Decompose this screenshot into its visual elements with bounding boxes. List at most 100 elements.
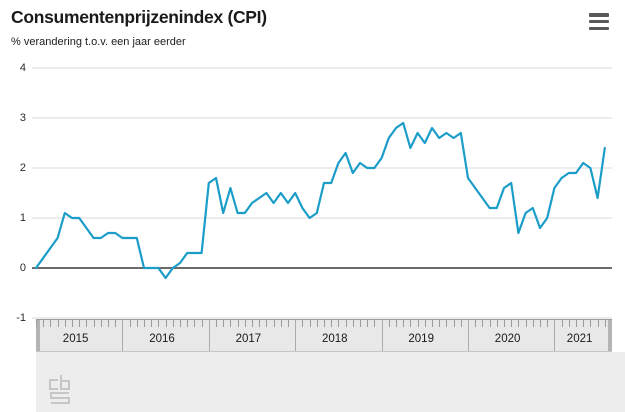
month-tick	[50, 320, 52, 327]
month-tick	[273, 320, 275, 327]
month-tick	[432, 320, 433, 327]
month-tick	[367, 320, 369, 327]
footer-panel	[36, 352, 625, 412]
month-tick	[115, 320, 117, 327]
month-tick	[345, 320, 347, 327]
month-tick	[424, 320, 426, 327]
slider-handle-right[interactable]	[608, 320, 612, 351]
y-axis-tick-label: 0	[19, 262, 26, 274]
time-range-slider[interactable]: 2015 2016 2017 2018 2019 2020 2021	[36, 319, 612, 352]
month-tick	[540, 320, 541, 327]
y-axis-tick-label: 2	[19, 162, 26, 174]
chart-title: Consumentenprijzenindex (CPI)	[11, 7, 267, 27]
month-tick	[374, 320, 376, 327]
x-axis-year-label: 2020	[494, 333, 521, 345]
month-tick	[489, 320, 491, 327]
x-axis-year-label: 2015	[62, 333, 89, 345]
month-tick	[439, 320, 441, 327]
month-tick	[252, 320, 253, 327]
month-tick	[223, 320, 225, 327]
month-tick	[482, 320, 484, 327]
month-tick	[324, 320, 325, 327]
month-tick	[64, 320, 66, 327]
x-axis-year-label: 2017	[235, 333, 262, 345]
x-axis-year-label: 2018	[322, 333, 348, 345]
month-tick	[583, 320, 585, 327]
month-tick	[460, 320, 462, 327]
month-tick	[187, 320, 189, 327]
month-tick	[201, 320, 203, 327]
month-tick	[180, 320, 181, 327]
month-tick	[331, 320, 333, 327]
month-tick	[316, 320, 318, 327]
x-axis-year-label: 2021	[566, 333, 593, 345]
month-tick	[590, 320, 592, 327]
year-separator	[295, 320, 297, 351]
x-axis-year-label: 2019	[408, 333, 434, 345]
month-tick	[417, 320, 419, 327]
month-tick	[144, 320, 145, 327]
chart-menu-button[interactable]	[589, 13, 609, 31]
month-tick	[72, 320, 73, 327]
month-tick	[36, 320, 37, 327]
month-tick	[453, 320, 455, 327]
month-tick	[576, 320, 577, 327]
year-separator	[381, 320, 383, 351]
month-tick	[151, 320, 153, 327]
chart-subtitle: % verandering t.o.v. een jaar eerder	[11, 36, 186, 48]
month-tick	[547, 320, 549, 327]
year-separator	[554, 320, 556, 351]
y-axis-tick-label: 1	[19, 212, 26, 224]
month-tick	[280, 320, 282, 327]
month-tick	[194, 320, 196, 327]
y-axis-tick-label: 3	[19, 112, 26, 124]
month-tick	[230, 320, 232, 327]
month-tick	[108, 320, 109, 327]
slider-handle-left[interactable]	[36, 320, 40, 351]
month-tick	[100, 320, 102, 327]
month-tick	[129, 320, 131, 327]
month-tick	[475, 320, 477, 327]
month-tick	[352, 320, 354, 327]
month-tick	[396, 320, 397, 327]
x-axis-year-label: 2016	[149, 333, 175, 345]
month-tick	[79, 320, 81, 327]
month-tick	[93, 320, 95, 327]
cpi-line-series	[34, 121, 606, 280]
month-tick	[237, 320, 239, 327]
month-tick	[216, 320, 217, 327]
month-tick	[172, 320, 174, 327]
month-tick	[568, 320, 570, 327]
month-tick	[597, 320, 599, 327]
month-tick	[309, 320, 311, 327]
month-tick	[259, 320, 261, 327]
month-tick	[561, 320, 563, 327]
month-tick	[165, 320, 167, 327]
month-tick	[57, 320, 59, 327]
month-tick	[302, 320, 304, 327]
month-tick	[525, 320, 527, 327]
month-tick	[86, 320, 88, 327]
month-tick	[496, 320, 498, 327]
month-tick	[518, 320, 520, 327]
month-tick	[266, 320, 268, 327]
month-tick	[360, 320, 361, 327]
month-tick	[158, 320, 160, 327]
y-axis-tick-label: -1	[16, 312, 26, 324]
month-tick	[136, 320, 138, 327]
month-tick	[410, 320, 412, 327]
month-tick	[288, 320, 289, 327]
year-separator	[468, 320, 469, 351]
month-tick	[504, 320, 505, 327]
cbs-logo	[49, 375, 70, 404]
y-axis-tick-label: 4	[19, 62, 26, 74]
month-tick	[244, 320, 246, 327]
year-separator	[208, 320, 210, 351]
month-tick	[338, 320, 340, 327]
month-tick	[604, 320, 606, 327]
year-separator	[122, 320, 124, 351]
month-tick	[511, 320, 513, 327]
hamburger-menu-icon	[589, 13, 609, 31]
